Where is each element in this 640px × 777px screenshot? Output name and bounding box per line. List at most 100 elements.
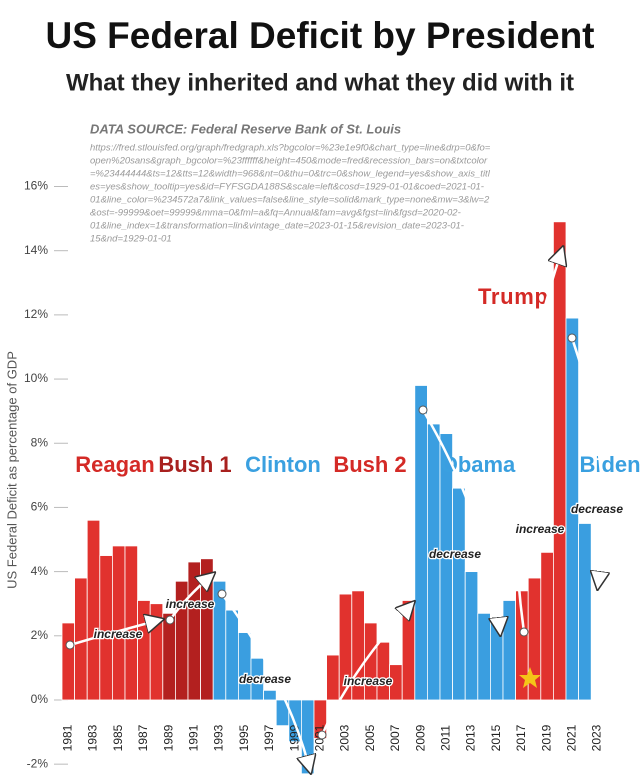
president-label: Biden <box>579 452 640 477</box>
arrow-start <box>567 333 577 343</box>
bar <box>414 385 428 701</box>
x-tick-label: 1991 <box>186 724 200 751</box>
annotation: increase <box>516 522 565 536</box>
arrow <box>514 250 562 633</box>
y-tick-label: 10% <box>24 371 48 385</box>
bar <box>565 317 580 701</box>
arrow <box>168 575 212 621</box>
x-tick-label: 1997 <box>262 724 276 751</box>
arrow-start <box>519 627 529 637</box>
annotation: increase <box>94 627 143 641</box>
x-tick-label: 2005 <box>363 724 377 751</box>
chart-subtitle: What they inherited and what they did wi… <box>66 69 574 96</box>
bar <box>553 221 567 701</box>
source-line: 01&line_index=1&transformation=lin&vinta… <box>90 221 464 232</box>
bar <box>464 571 479 701</box>
bar <box>489 622 504 701</box>
x-tick-label: 2021 <box>564 724 578 751</box>
president-label: Reagan <box>75 452 154 477</box>
president-label: Bush 1 <box>158 452 231 477</box>
bar <box>250 657 265 701</box>
arrow-start <box>165 615 175 625</box>
arrow-start <box>217 589 227 599</box>
president-label: Clinton <box>245 452 321 477</box>
bar <box>578 523 592 701</box>
x-tick-label: 1989 <box>161 724 175 751</box>
bar <box>149 603 164 701</box>
arrow-start <box>317 730 327 740</box>
source-title: DATA SOURCE: Federal Reserve Bank of St.… <box>90 121 401 136</box>
chart-title: US Federal Deficit by President <box>45 15 594 56</box>
bar <box>401 600 416 701</box>
arrow <box>570 337 603 586</box>
arrow <box>320 604 412 736</box>
x-tick-label: 2007 <box>388 724 402 751</box>
y-axis-title: US Federal Deficit as percentage of GDP <box>4 351 19 589</box>
annotation: increase <box>344 674 393 688</box>
y-tick-label: -2% <box>27 756 49 770</box>
bar <box>86 519 101 701</box>
source-line: =%23444444&ts=12&tts=12&width=968&nt=0&t… <box>90 169 491 180</box>
y-tick-label: 4% <box>31 564 49 578</box>
annotation: decrease <box>239 672 291 686</box>
president-label: Obama <box>441 452 516 477</box>
bar <box>426 423 441 701</box>
source-line: https://fred.stlouisfed.org/graph/fredgr… <box>90 143 491 154</box>
x-tick-label: 2015 <box>489 724 503 751</box>
arrow <box>220 593 310 770</box>
x-tick-label: 1981 <box>60 724 74 751</box>
annotation: decrease <box>429 547 481 561</box>
star <box>519 667 541 688</box>
x-tick-label: 2011 <box>438 725 452 751</box>
president-label: Bush 2 <box>333 452 406 477</box>
x-tick-label: 2017 <box>514 724 528 751</box>
x-tick-label: 2019 <box>539 724 553 751</box>
bar <box>263 689 277 701</box>
bar <box>124 545 139 701</box>
x-tick-label: 2009 <box>413 724 427 751</box>
y-tick-label: 0% <box>31 692 49 706</box>
x-tick-label: 2013 <box>464 724 478 751</box>
arrow-start <box>65 640 75 650</box>
x-tick-label: 2023 <box>590 724 604 751</box>
bar <box>225 609 239 701</box>
x-tick-label: 1987 <box>136 724 150 751</box>
x-tick-label: 1985 <box>111 724 125 751</box>
bar <box>74 577 88 701</box>
y-tick-label: 8% <box>31 435 49 449</box>
y-tick-label: 6% <box>31 500 49 514</box>
bar <box>376 641 391 701</box>
bar <box>137 600 151 701</box>
source-line: open%20sans&graph_bgcolor=%23ffffff&heig… <box>90 156 488 167</box>
bar <box>502 600 517 701</box>
y-tick-label: 12% <box>24 307 48 321</box>
bar <box>212 580 227 701</box>
bar <box>162 612 176 701</box>
x-tick-label: 1983 <box>86 724 100 751</box>
bar <box>326 654 340 701</box>
president-label: Trump <box>478 284 548 309</box>
source-line: &ost=-99999&oet=99999&mma=0&fml=a&fq=Ann… <box>90 208 461 219</box>
y-tick-label: 2% <box>31 628 49 642</box>
bar <box>112 545 126 701</box>
annotation: increase <box>166 597 215 611</box>
y-tick-label: 16% <box>24 179 48 193</box>
arrow <box>421 409 500 632</box>
bar <box>452 487 466 701</box>
arrow <box>69 620 160 647</box>
x-tick-label: 1995 <box>237 724 251 751</box>
bar <box>477 612 491 701</box>
bar <box>237 632 252 701</box>
source-line: es=yes&show_tooltip=yes&id=FYFSGDA188S&s… <box>90 182 484 193</box>
x-tick-label: 1993 <box>212 724 226 751</box>
source-line: 15&nd=1929-01-01 <box>90 234 172 245</box>
bar <box>540 551 554 701</box>
bar <box>187 561 202 701</box>
arrow-start <box>418 405 428 415</box>
annotation: decrease <box>571 502 623 516</box>
y-tick-label: 14% <box>24 243 48 257</box>
bar <box>61 622 76 701</box>
source-line: 01&line_color=%234572a7&link_values=fals… <box>90 195 490 206</box>
x-tick-label: 2003 <box>338 724 352 751</box>
